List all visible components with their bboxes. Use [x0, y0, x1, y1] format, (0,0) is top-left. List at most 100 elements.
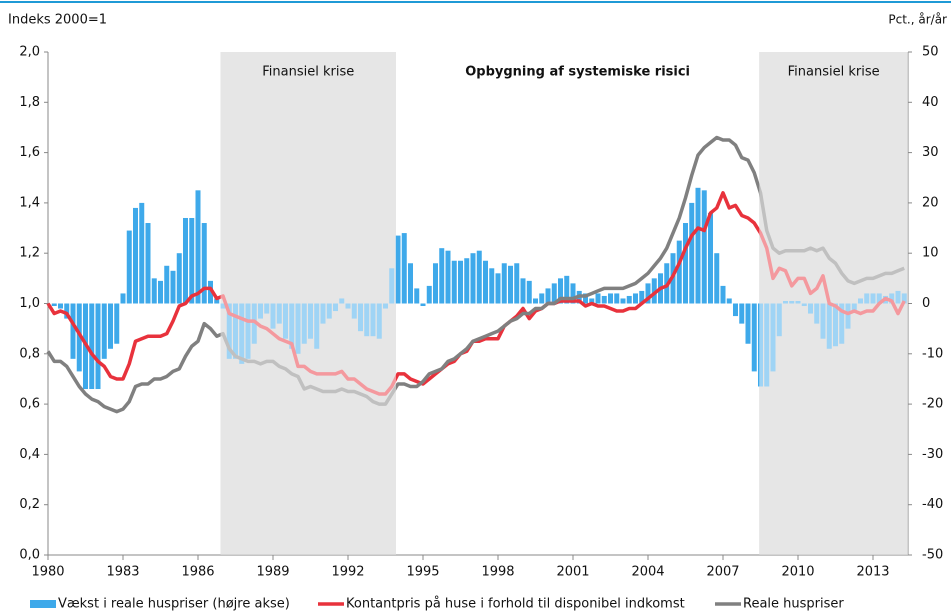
bar	[520, 278, 526, 304]
bar	[714, 253, 720, 304]
bar	[183, 217, 188, 304]
bar	[58, 303, 63, 309]
bar	[114, 303, 120, 344]
bar	[551, 283, 557, 304]
bar	[214, 298, 220, 304]
bar	[620, 298, 626, 304]
bar	[483, 260, 488, 304]
x-tick-label: 2004	[631, 565, 664, 580]
y2-tick-label: -30	[922, 447, 943, 462]
bar	[433, 263, 438, 304]
y-tick-label: 0,6	[19, 397, 40, 412]
bar	[501, 263, 507, 304]
y2-tick-label: 50	[922, 45, 939, 60]
bar	[533, 298, 538, 304]
bar	[726, 298, 732, 304]
bar	[101, 303, 107, 359]
bar	[108, 303, 113, 349]
legend-swatch	[30, 600, 56, 608]
bar	[426, 285, 432, 304]
bar	[395, 235, 401, 304]
bar	[495, 273, 501, 304]
bar	[595, 293, 601, 304]
bar	[95, 303, 101, 390]
bar	[526, 280, 532, 304]
bar	[51, 303, 57, 307]
bar	[539, 293, 545, 304]
bar	[583, 293, 588, 304]
x-tick-label: 1980	[31, 565, 64, 580]
x-tick-label: 1983	[106, 565, 139, 580]
y2-tick-label: 0	[922, 296, 930, 311]
bar	[564, 275, 570, 304]
x-tick-label: 1989	[256, 565, 289, 580]
region-overlay	[220, 52, 396, 555]
bar	[176, 253, 182, 304]
bar	[414, 288, 420, 304]
y-tick-label: 0,2	[19, 497, 40, 512]
bar	[720, 285, 726, 304]
bar	[695, 187, 701, 304]
bar	[545, 288, 551, 304]
bar	[626, 295, 632, 304]
y-tick-label: 1,6	[19, 145, 40, 160]
bar	[689, 202, 695, 304]
bar	[633, 293, 638, 304]
region-label: Finansiel krise	[262, 65, 354, 80]
y-tick-label: 2,0	[19, 45, 40, 60]
bar	[164, 265, 170, 304]
y2-tick-label: -20	[922, 397, 943, 412]
x-tick-label: 2007	[706, 565, 739, 580]
bar	[701, 190, 707, 304]
y2-tick-label: -40	[922, 497, 943, 512]
bar	[476, 250, 482, 304]
bar	[64, 303, 70, 319]
x-tick-label: 1986	[181, 565, 214, 580]
bar	[508, 265, 513, 304]
bar	[195, 190, 201, 304]
bar	[645, 283, 651, 304]
bar	[751, 303, 757, 372]
x-tick-label: 2001	[556, 565, 589, 580]
bar	[733, 303, 738, 317]
legend-label: Kontantpris på huse i forhold til dispon…	[346, 597, 685, 612]
y2-tick-label: -10	[922, 346, 943, 361]
y-tick-label: 0,4	[19, 447, 40, 462]
bar	[408, 263, 413, 304]
bar	[439, 248, 445, 304]
bar	[70, 303, 76, 359]
bar	[601, 295, 607, 304]
legend-label: Reale huspriser	[743, 597, 844, 612]
bar	[139, 202, 145, 304]
y-tick-label: 1,0	[19, 296, 40, 311]
x-tick-label: 1998	[481, 565, 514, 580]
bar	[420, 303, 426, 307]
bar	[745, 303, 751, 344]
bar	[151, 278, 157, 304]
bar	[676, 240, 682, 304]
bar	[614, 293, 620, 304]
x-tick-label: 1995	[406, 565, 439, 580]
bar	[683, 223, 688, 304]
bar	[208, 280, 213, 304]
bar	[489, 268, 495, 304]
y2-tick-label: 20	[922, 195, 939, 210]
region-label: Finansiel krise	[788, 65, 880, 80]
bar	[126, 230, 132, 304]
bar	[76, 303, 82, 372]
bar	[570, 283, 576, 304]
y-tick-label: 0,0	[19, 548, 40, 563]
bar	[739, 303, 745, 324]
bar	[145, 223, 151, 304]
y2-tick-label: 10	[922, 246, 939, 261]
y-axis-title: Indeks 2000=1	[8, 13, 107, 28]
bar	[451, 260, 457, 304]
y2-axis-title: Pct., år/år	[888, 13, 947, 27]
bar	[189, 217, 195, 304]
y2-tick-label: 30	[922, 145, 939, 160]
y2-tick-label: -50	[922, 548, 943, 563]
bar	[558, 278, 563, 304]
bar	[589, 298, 595, 304]
y-tick-label: 1,4	[19, 195, 40, 210]
